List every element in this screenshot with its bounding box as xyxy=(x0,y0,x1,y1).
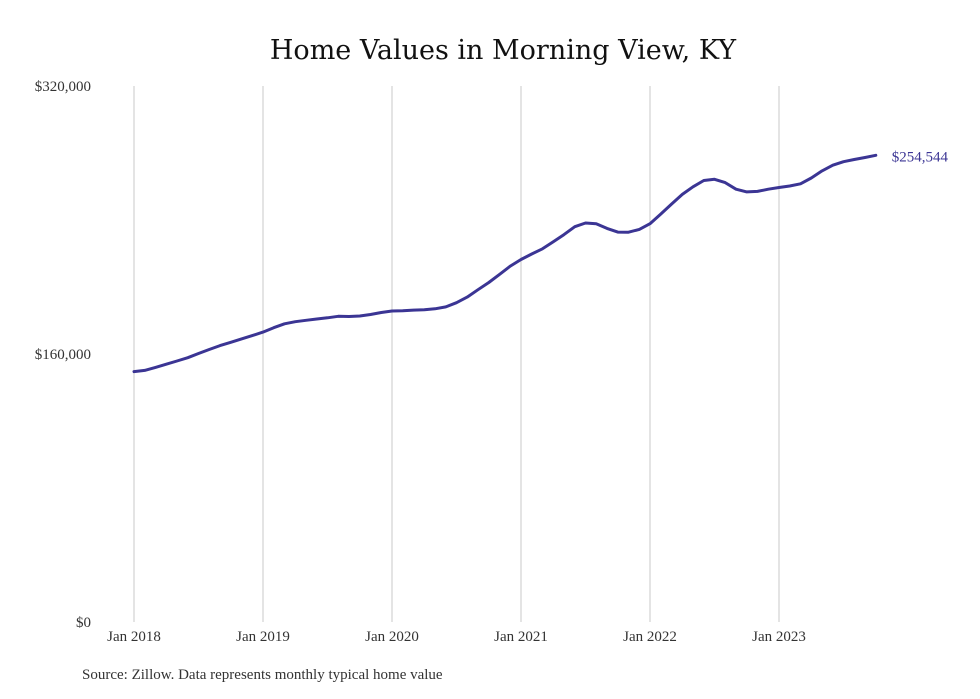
y-tick-label: $160,000 xyxy=(35,347,91,363)
x-tick-label: Jan 2023 xyxy=(752,629,806,645)
series-layer xyxy=(132,153,878,374)
y-tick-label: $0 xyxy=(76,615,91,631)
chart-title: Home Values in Morning View, KY xyxy=(270,35,737,66)
series-line xyxy=(132,153,878,374)
x-tick-label: Jan 2018 xyxy=(107,629,161,645)
x-tick-label: Jan 2020 xyxy=(365,629,419,645)
x-tick-label: Jan 2022 xyxy=(623,629,677,645)
end-value-label: $254,544 xyxy=(892,149,949,165)
source-note: Source: Zillow. Data represents monthly … xyxy=(82,667,443,683)
grid-lines xyxy=(133,86,780,622)
y-axis-ticks: $0 $160,000 $320,000 xyxy=(35,79,91,631)
x-tick-label: Jan 2021 xyxy=(494,629,548,645)
x-tick-label: Jan 2019 xyxy=(236,629,290,645)
y-tick-label: $320,000 xyxy=(35,79,91,95)
x-axis-ticks: Jan 2018 Jan 2019 Jan 2020 Jan 2021 Jan 2022… xyxy=(107,629,806,645)
